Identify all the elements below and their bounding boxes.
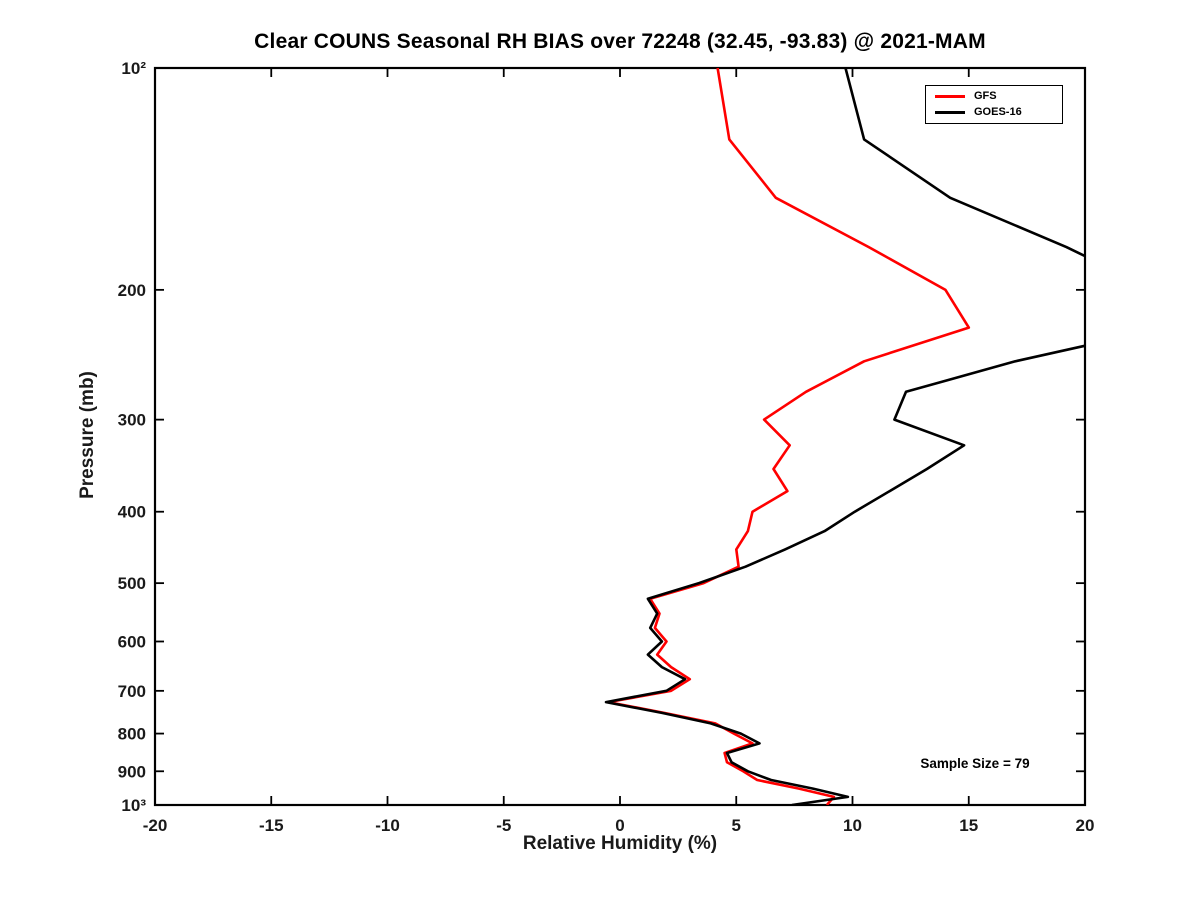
x-tick-label: 20 bbox=[1076, 816, 1095, 835]
y-tick-label: 200 bbox=[118, 281, 146, 300]
legend-line-sample-goes16 bbox=[935, 111, 965, 114]
chart-title: Clear COUNS Seasonal RH BIAS over 72248 … bbox=[254, 30, 986, 53]
legend-label-gfs: GFS bbox=[974, 90, 997, 102]
y-tick-label: 900 bbox=[118, 762, 146, 781]
x-tick-label: -10 bbox=[375, 816, 400, 835]
legend-label-goes16: GOES-16 bbox=[974, 106, 1022, 118]
series-line-goes-16 bbox=[604, 68, 1085, 805]
x-tick-label: 5 bbox=[732, 816, 741, 835]
legend-entry-goes16: GOES-16 bbox=[935, 107, 1053, 118]
series-line-gfs bbox=[607, 68, 971, 805]
y-tick-label: 700 bbox=[118, 682, 146, 701]
y-tick-label: 300 bbox=[118, 411, 146, 430]
sample-size-annotation: Sample Size = 79 bbox=[920, 756, 1030, 771]
x-axis-label: Relative Humidity (%) bbox=[522, 833, 718, 854]
y-axis-label: Pressure (mb) bbox=[77, 371, 98, 499]
legend-entry-gfs: GFS bbox=[935, 91, 1053, 102]
y-tick-label: 10³ bbox=[121, 796, 146, 815]
y-tick-label: 600 bbox=[118, 632, 146, 651]
legend: GFS GOES-16 bbox=[925, 85, 1063, 124]
x-tick-label: -20 bbox=[143, 816, 168, 835]
y-tick-label: 500 bbox=[118, 574, 146, 593]
x-tick-label: 0 bbox=[615, 816, 624, 835]
x-tick-label: 15 bbox=[959, 816, 978, 835]
y-tick-label: 800 bbox=[118, 725, 146, 744]
x-tick-label: -5 bbox=[496, 816, 511, 835]
y-tick-label: 10² bbox=[121, 59, 146, 78]
x-tick-label: 10 bbox=[843, 816, 862, 835]
y-tick-label: 400 bbox=[118, 503, 146, 522]
legend-line-sample-gfs bbox=[935, 95, 965, 98]
axes-frame bbox=[153, 66, 1087, 807]
x-tick-label: -15 bbox=[259, 816, 284, 835]
